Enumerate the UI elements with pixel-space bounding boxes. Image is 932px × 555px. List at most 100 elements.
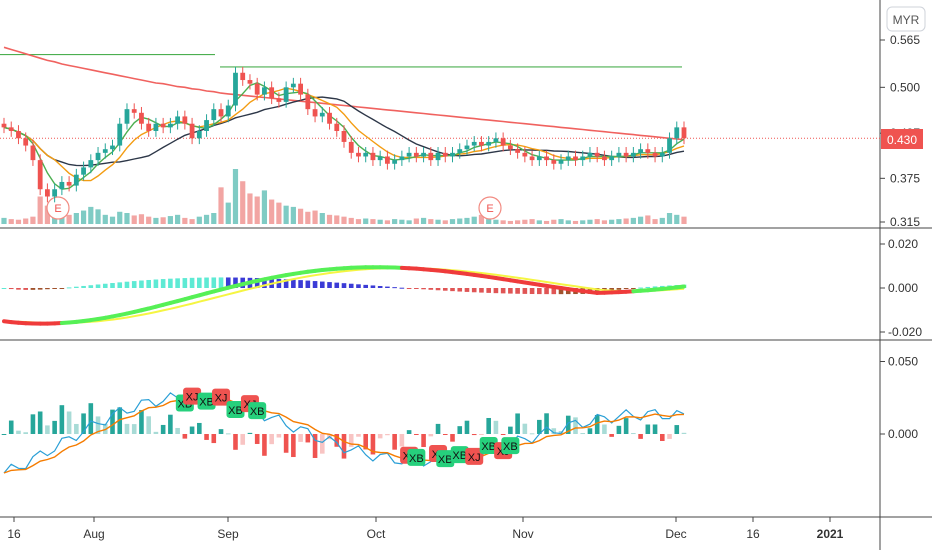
oscillator-histogram-bar	[501, 434, 506, 435]
oscillator-histogram-bar	[269, 434, 274, 444]
macd-histogram-bar	[132, 281, 137, 288]
macd-histogram-bar	[631, 288, 636, 289]
candle-body	[327, 113, 332, 124]
candle-body	[436, 153, 441, 160]
macd-histogram-bar	[154, 279, 159, 288]
oscillator-histogram-bar	[306, 434, 311, 442]
oscillator-histogram-bar	[284, 434, 289, 453]
macd-histogram-bar	[421, 288, 426, 289]
macd-histogram-bar	[74, 287, 79, 288]
candle-body	[240, 73, 245, 80]
volume-bar	[255, 197, 260, 225]
oscillator-histogram-bar	[211, 434, 216, 443]
candle-body	[96, 153, 101, 160]
currency-badge[interactable]: MYR	[887, 7, 925, 31]
oscillator-histogram-bar	[277, 434, 282, 438]
macd-histogram-bar	[110, 283, 115, 288]
oscillator-histogram-bar	[472, 434, 477, 435]
volume-bar	[334, 215, 339, 224]
macd-line-segment	[677, 287, 684, 288]
candle-body	[573, 156, 578, 160]
volume-bar	[595, 219, 600, 224]
volume-bar	[501, 220, 506, 224]
macd-histogram-bar	[67, 287, 72, 288]
last-price-badge: 0.430	[881, 129, 923, 149]
oscillator-histogram-bar	[421, 434, 426, 447]
candle-body	[363, 153, 368, 157]
candle-body	[472, 142, 477, 146]
oscillator-histogram-bar	[175, 428, 180, 434]
oscillator-histogram-bar	[125, 424, 130, 434]
candle-body	[595, 153, 600, 157]
macd-histogram-bar	[501, 288, 506, 293]
time-axis-label: Dec	[665, 527, 686, 541]
macd-histogram-bar	[414, 288, 419, 289]
oscillator-histogram-bar	[89, 403, 94, 434]
volume-bar	[464, 218, 469, 224]
oscillator-histogram-bar	[291, 434, 296, 457]
candle-body	[132, 109, 137, 113]
volume-bar	[428, 219, 433, 224]
oscillator-histogram-bar	[248, 433, 253, 434]
signal-tag-label: XB	[228, 405, 243, 417]
macd-histogram-bar	[436, 288, 441, 290]
candle-body	[501, 138, 506, 145]
candle-body	[428, 153, 433, 160]
oscillator-histogram-bar	[609, 434, 614, 437]
candle-body	[233, 73, 238, 106]
volume-bar	[276, 203, 281, 224]
candle-body	[161, 124, 166, 128]
candle-body	[31, 146, 36, 161]
candle-body	[23, 138, 28, 145]
macd-histogram-bar	[117, 282, 122, 288]
oscillator-histogram-bar	[74, 424, 79, 434]
candle-body	[457, 149, 462, 153]
volume-bar	[74, 213, 79, 224]
candle-body	[38, 160, 43, 189]
macd-histogram-bar	[385, 287, 390, 288]
oscillator-histogram-bar	[530, 433, 535, 434]
macd-histogram-bar	[146, 280, 151, 288]
time-axis-label: 16	[746, 527, 760, 541]
volume-bar	[327, 215, 332, 224]
oscillator-axis-label: 0.000	[888, 427, 918, 441]
candle-body	[284, 87, 289, 102]
time-axis-label: Aug	[83, 527, 104, 541]
volume-bar	[161, 217, 166, 224]
volume-bar	[95, 209, 100, 224]
macd-histogram-bar	[356, 284, 361, 288]
volume-bar	[146, 217, 151, 224]
candle-body	[602, 156, 607, 160]
signal-tag-label: XJ	[186, 392, 199, 404]
macd-histogram-bar	[450, 288, 455, 291]
volume-bar	[392, 219, 397, 224]
macd-axis-label: 0.000	[888, 281, 918, 295]
candle-body	[508, 146, 513, 150]
oscillator-histogram-bar	[617, 426, 622, 434]
oscillator-histogram-bar	[457, 426, 462, 434]
candle-body	[537, 156, 542, 160]
macd-histogram-bar	[479, 288, 484, 293]
candle-body	[305, 95, 310, 110]
oscillator-histogram-bar	[2, 434, 7, 435]
candle-body	[211, 109, 216, 120]
volume-bar	[305, 212, 310, 224]
candle-body	[88, 160, 93, 167]
oscillator-histogram-bar	[378, 434, 383, 438]
macd-histogram-bar	[96, 284, 101, 288]
candle-body	[45, 189, 50, 196]
macd-histogram-bar	[392, 287, 397, 288]
volume-bar	[667, 213, 672, 224]
signal-tag-label: XB	[452, 450, 467, 462]
candle-body	[103, 149, 108, 153]
volume-bar	[139, 214, 144, 224]
candle-body	[588, 153, 593, 157]
macd-histogram-bar	[617, 288, 622, 290]
candle-body	[378, 156, 383, 160]
volume-bar	[551, 220, 556, 224]
macd-histogram-bar	[494, 288, 499, 293]
oscillator-histogram-bar	[631, 433, 636, 434]
oscillator-histogram-bar	[233, 434, 238, 450]
oscillator-histogram-bar	[255, 434, 260, 444]
candle-body	[334, 124, 339, 131]
